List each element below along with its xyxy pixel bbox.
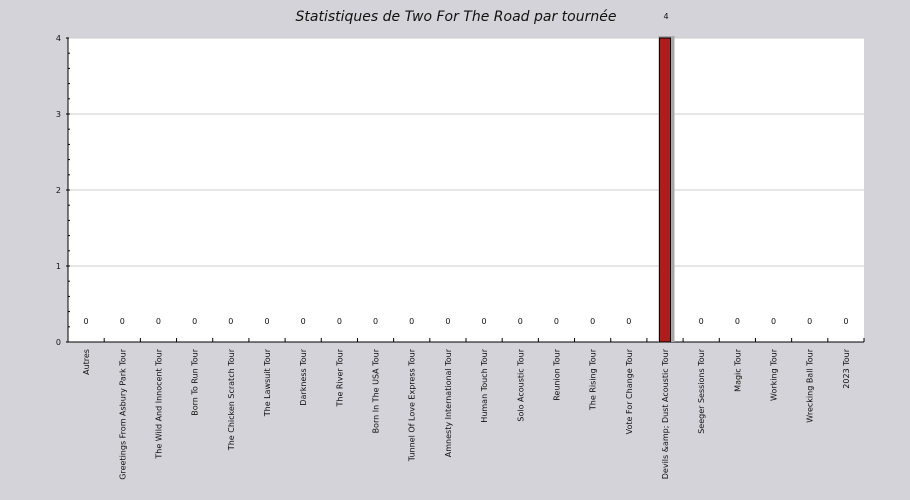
data-label: 0 — [228, 317, 233, 326]
y-tick-label: 1 — [56, 262, 61, 271]
data-label: 0 — [264, 317, 269, 326]
y-tick-label: 4 — [56, 34, 61, 43]
x-tick-label: The Wild And Innocent Tour — [154, 348, 163, 459]
y-tick-label: 3 — [56, 110, 61, 119]
data-label: 0 — [554, 317, 559, 326]
x-tick-label: Working Tour — [770, 348, 779, 401]
data-label: 0 — [771, 317, 776, 326]
data-label: 0 — [482, 317, 487, 326]
data-label: 0 — [445, 317, 450, 326]
axis-layer: 0 1 2 3 4 — [56, 34, 865, 347]
data-label: 4 — [663, 12, 668, 21]
x-tick-label: Human Touch Tour — [480, 348, 489, 422]
data-label: 0 — [409, 317, 414, 326]
x-tick-label: Wrecking Ball Tour — [806, 348, 815, 422]
x-tick-label: Born In The USA Tour — [372, 348, 381, 433]
data-label: 0 — [373, 317, 378, 326]
data-label: 0 — [590, 317, 595, 326]
x-tick-label: The Lawsuit Tour — [263, 348, 272, 417]
label-layer: 0 Autres 0 Greetings From Asbury Park Tour 0… — [82, 12, 851, 480]
x-tick-label: Darkness Tour — [299, 348, 308, 405]
bar — [659, 37, 671, 343]
data-label: 0 — [807, 317, 812, 326]
y-tick-label: 2 — [56, 186, 61, 195]
x-tick-label: Greetings From Asbury Park Tour — [118, 348, 127, 479]
data-label: 0 — [301, 317, 306, 326]
data-label: 0 — [518, 317, 523, 326]
x-tick-label: Tunnel Of Love Express Tour — [408, 348, 417, 462]
x-tick-label: Amnesty International Tour — [444, 348, 453, 457]
x-tick-label: The River Tour — [335, 348, 344, 407]
x-tick-label: Born To Run Tour — [191, 348, 200, 415]
bar-layer — [658, 36, 675, 343]
x-tick-label: Devils &amp; Dust Acoustic Tour — [661, 348, 670, 479]
grid-layer — [68, 37, 864, 267]
data-label: 0 — [843, 317, 848, 326]
data-label: 0 — [735, 317, 740, 326]
data-label: 0 — [84, 317, 89, 326]
data-label: 0 — [337, 317, 342, 326]
x-tick-label: 2023 Tour — [842, 348, 851, 388]
y-tick-label: 0 — [56, 338, 61, 347]
x-tick-label: Reunion Tour — [552, 348, 561, 400]
x-tick-label: Seeger Sessions Tour — [697, 348, 706, 433]
x-tick-label: The Chicken Scratch Tour — [227, 348, 236, 451]
x-tick-label: The Rising Tour — [589, 348, 598, 411]
x-tick-label: Vote For Change Tour — [625, 348, 634, 434]
data-label: 0 — [699, 317, 704, 326]
data-label: 0 — [120, 317, 125, 326]
chart-title: Statistiques de Two For The Road par tou… — [296, 9, 617, 25]
data-label: 0 — [626, 317, 631, 326]
data-label: 0 — [156, 317, 161, 326]
x-tick-label: Magic Tour — [733, 348, 742, 392]
data-label: 0 — [192, 317, 197, 326]
x-tick-label: Autres — [82, 349, 91, 375]
x-tick-label: Solo Acoustic Tour — [516, 348, 525, 421]
